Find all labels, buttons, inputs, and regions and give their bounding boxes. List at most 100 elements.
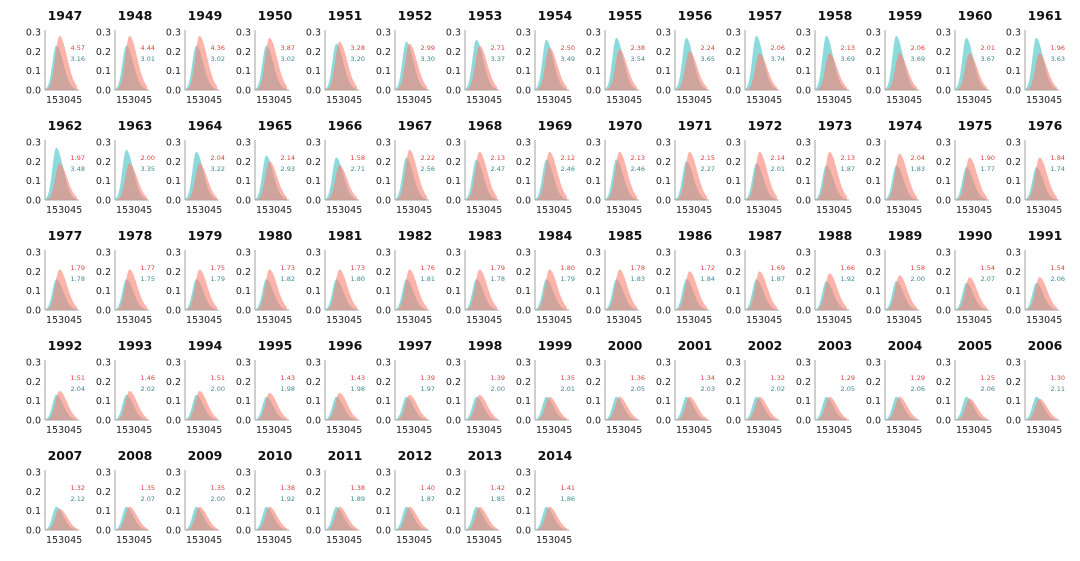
y-tick-label: 0.0	[446, 306, 461, 317]
value-label-b: 2.71	[351, 165, 365, 173]
panel-1978: 1978 0.0 0.1 0.2 0.3 153045 1.77 1.75	[96, 228, 155, 326]
y-tick-label: 0.3	[516, 358, 531, 369]
y-tick-label: 0.1	[656, 286, 671, 297]
x-tick-label: 153045	[746, 95, 782, 106]
y-tick-label: 0.1	[26, 506, 41, 517]
density-series-a	[1025, 53, 1057, 90]
panel-1993: 1993 0.0 0.1 0.2 0.3 153045 1.46 2.02	[96, 338, 155, 436]
y-tick-label: 0.1	[96, 506, 111, 517]
value-label-a: 2.12	[561, 154, 575, 162]
value-label-a: 2.71	[491, 44, 505, 52]
x-tick-label: 153045	[606, 95, 642, 106]
x-tick-label: 153045	[676, 95, 712, 106]
value-label-a: 1.69	[771, 264, 785, 272]
y-tick-label: 0.3	[586, 358, 601, 369]
value-label-a: 1.78	[631, 264, 645, 272]
density-series-a	[1025, 398, 1057, 420]
panel-title: 2004	[888, 338, 923, 353]
x-tick-label: 153045	[886, 425, 922, 436]
x-tick-label: 153045	[886, 205, 922, 216]
y-tick-label: 0.3	[726, 358, 741, 369]
value-label-b: 3.69	[841, 55, 855, 63]
density-series-a	[745, 151, 777, 200]
panel-1964: 1964 0.0 0.1 0.2 0.3 153045 2.04 3.22	[166, 118, 225, 216]
panel-title: 2007	[48, 448, 83, 463]
density-series-a	[605, 151, 637, 200]
y-tick-label: 0.2	[236, 157, 251, 168]
y-tick-label: 0.1	[376, 286, 391, 297]
y-tick-label: 0.1	[166, 396, 181, 407]
y-tick-label: 0.0	[376, 526, 391, 537]
value-label-b: 1.78	[491, 275, 505, 283]
panel-title: 1970	[608, 118, 643, 133]
panel-title: 2006	[1028, 338, 1063, 353]
value-label-a: 2.06	[771, 44, 785, 52]
y-tick-label: 0.1	[376, 66, 391, 77]
value-label-b: 3.49	[561, 55, 575, 63]
panel-1965: 1965 0.0 0.1 0.2 0.3 153045 2.14 2.93	[236, 118, 295, 216]
y-tick-label: 0.1	[236, 286, 251, 297]
x-tick-label: 153045	[186, 425, 222, 436]
panel-2004: 2004 0.0 0.1 0.2 0.3 153045 1.29 2.06	[866, 338, 925, 436]
y-tick-label: 0.0	[796, 86, 811, 97]
value-label-a: 4.44	[141, 44, 155, 52]
value-label-a: 1.35	[211, 484, 225, 492]
y-tick-label: 0.1	[306, 286, 321, 297]
y-tick-label: 0.3	[236, 358, 251, 369]
y-tick-label: 0.1	[1006, 286, 1021, 297]
y-tick-label: 0.3	[96, 358, 111, 369]
value-label-b: 1.89	[351, 495, 365, 503]
panel-1960: 1960 0.0 0.1 0.2 0.3 153045 2.01 3.67	[936, 8, 995, 106]
panel-2003: 2003 0.0 0.1 0.2 0.3 153045 1.29 2.05	[796, 338, 855, 436]
y-tick-label: 0.1	[446, 506, 461, 517]
value-label-a: 1.66	[841, 264, 855, 272]
value-label-a: 2.99	[421, 44, 435, 52]
value-label-a: 1.72	[701, 264, 715, 272]
density-series-a	[255, 392, 287, 420]
value-label-b: 2.46	[561, 165, 575, 173]
panel-title: 1950	[258, 8, 293, 23]
panel-1985: 1985 0.0 0.1 0.2 0.3 153045 1.78 1.83	[586, 228, 645, 326]
value-label-b: 2.00	[211, 385, 225, 393]
panel-1989: 1989 0.0 0.1 0.2 0.3 153045 1.58 2.00	[866, 228, 925, 326]
y-tick-label: 0.2	[656, 47, 671, 58]
value-label-b: 3.16	[71, 55, 85, 63]
value-label-b: 2.01	[561, 385, 575, 393]
panel-2013: 2013 0.0 0.1 0.2 0.3 153045 1.42 1.85	[446, 448, 505, 546]
x-tick-label: 153045	[326, 95, 362, 106]
value-label-b: 2.01	[771, 165, 785, 173]
panel-title: 2002	[748, 338, 783, 353]
y-tick-label: 0.0	[586, 416, 601, 427]
y-tick-label: 0.3	[1006, 248, 1021, 259]
x-tick-label: 153045	[816, 315, 852, 326]
y-tick-label: 0.2	[726, 47, 741, 58]
x-tick-label: 153045	[396, 425, 432, 436]
y-tick-label: 0.1	[656, 66, 671, 77]
density-series-a	[255, 506, 287, 530]
y-tick-label: 0.0	[306, 86, 321, 97]
density-series-a	[395, 269, 427, 310]
y-tick-label: 0.1	[96, 286, 111, 297]
x-tick-label: 153045	[116, 315, 152, 326]
y-tick-label: 0.2	[446, 377, 461, 388]
x-tick-label: 153045	[746, 425, 782, 436]
y-tick-label: 0.3	[306, 358, 321, 369]
y-tick-label: 0.0	[516, 416, 531, 427]
y-tick-label: 0.0	[166, 526, 181, 537]
value-label-b: 2.00	[491, 385, 505, 393]
y-tick-label: 0.3	[936, 358, 951, 369]
value-label-a: 1.54	[1051, 264, 1065, 272]
y-tick-label: 0.0	[306, 416, 321, 427]
value-label-a: 1.80	[561, 264, 575, 272]
y-tick-label: 0.1	[516, 66, 531, 77]
x-tick-label: 153045	[186, 315, 222, 326]
y-tick-label: 0.2	[586, 157, 601, 168]
panel-title: 1974	[888, 118, 923, 133]
panel-title: 1978	[118, 228, 153, 243]
density-series-a	[185, 35, 217, 90]
y-tick-label: 0.3	[26, 358, 41, 369]
y-tick-label: 0.3	[166, 248, 181, 259]
value-label-b: 2.05	[631, 385, 645, 393]
x-tick-label: 153045	[606, 315, 642, 326]
y-tick-label: 0.3	[656, 248, 671, 259]
